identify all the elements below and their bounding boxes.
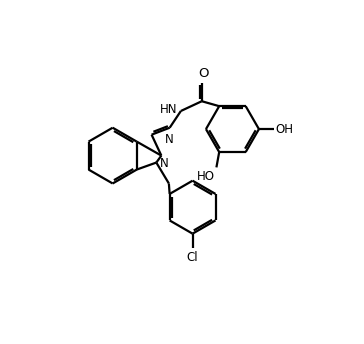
Text: N: N: [160, 158, 169, 171]
Text: HN: HN: [160, 103, 178, 116]
Text: Cl: Cl: [187, 251, 198, 264]
Text: O: O: [198, 67, 209, 80]
Text: HO: HO: [197, 170, 215, 183]
Text: OH: OH: [276, 122, 294, 136]
Text: N: N: [165, 133, 174, 146]
